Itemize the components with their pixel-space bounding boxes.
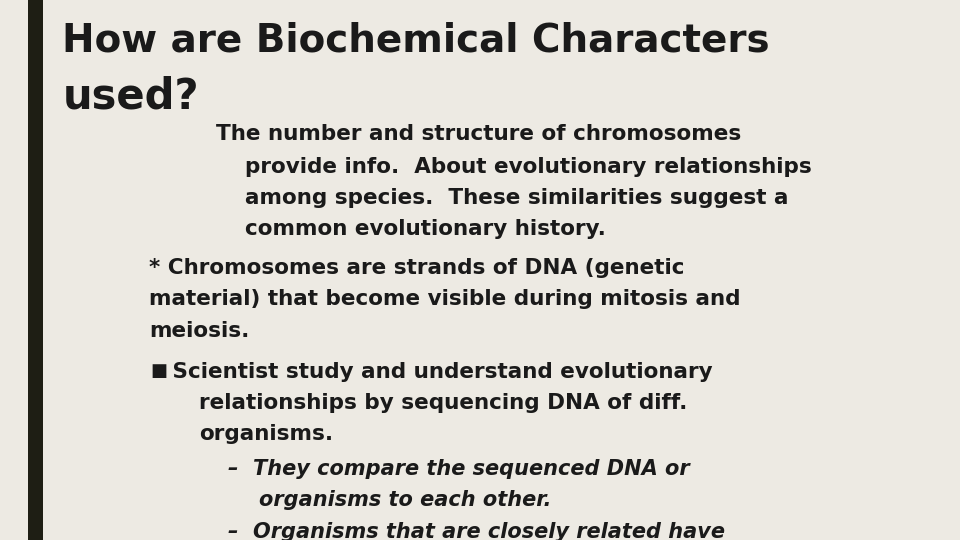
Text: –  They compare the sequenced DNA or: – They compare the sequenced DNA or bbox=[228, 459, 689, 479]
Text: among species.  These similarities suggest a: among species. These similarities sugges… bbox=[245, 188, 788, 208]
Text: provide info.  About evolutionary relationships: provide info. About evolutionary relatio… bbox=[245, 157, 811, 177]
Text: relationships by sequencing DNA of diff.: relationships by sequencing DNA of diff. bbox=[199, 393, 687, 413]
Text: ■: ■ bbox=[151, 362, 168, 380]
Text: material) that become visible during mitosis and: material) that become visible during mit… bbox=[149, 289, 740, 309]
Text: * Chromosomes are strands of DNA (genetic: * Chromosomes are strands of DNA (geneti… bbox=[149, 258, 684, 278]
Text: How are Biochemical Characters: How are Biochemical Characters bbox=[62, 22, 770, 59]
Text: meiosis.: meiosis. bbox=[149, 321, 250, 341]
Text: Scientist study and understand evolutionary: Scientist study and understand evolution… bbox=[165, 362, 712, 382]
Bar bbox=[28, 0, 43, 540]
Text: –  Organisms that are closely related have: – Organisms that are closely related hav… bbox=[228, 522, 725, 540]
Text: common evolutionary history.: common evolutionary history. bbox=[245, 219, 606, 239]
Text: organisms.: organisms. bbox=[199, 424, 333, 444]
Text: The number and structure of chromosomes: The number and structure of chromosomes bbox=[216, 124, 741, 144]
Text: organisms to each other.: organisms to each other. bbox=[259, 490, 552, 510]
Text: used?: used? bbox=[62, 76, 199, 118]
